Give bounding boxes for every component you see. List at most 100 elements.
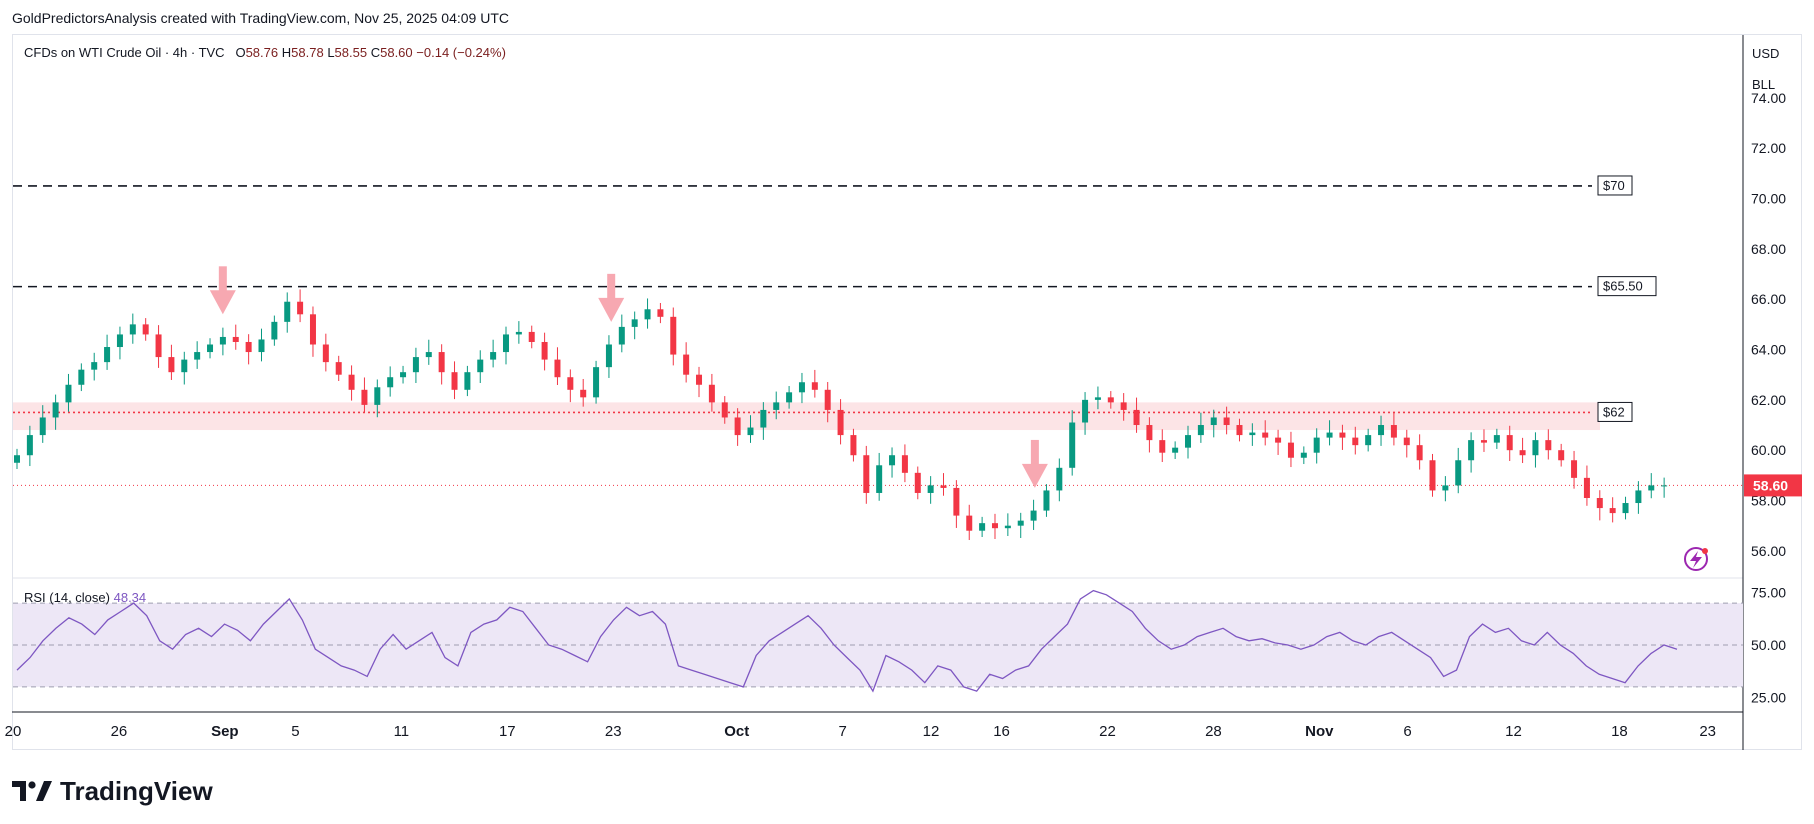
candle-body — [271, 321, 278, 340]
x-tick-label: 18 — [1611, 723, 1628, 740]
candle-body — [1030, 510, 1037, 521]
candle-body — [412, 357, 419, 373]
currency-label[interactable]: USD — [1752, 46, 1780, 61]
candle-body — [1197, 425, 1204, 436]
candle-body — [657, 309, 664, 317]
candle-body — [348, 374, 355, 390]
level-label-box — [1597, 276, 1657, 297]
candle-body — [1365, 435, 1372, 446]
unit-label[interactable]: BLL — [1752, 77, 1776, 92]
candle-body — [1390, 425, 1397, 438]
price-tick-label: 74.00 — [1751, 90, 1786, 106]
candle-body — [1082, 399, 1089, 423]
x-tick-label: 28 — [1205, 723, 1222, 740]
candle-body — [605, 344, 612, 368]
arrow-head — [598, 297, 625, 322]
candle-body — [52, 402, 59, 418]
candle-body — [773, 402, 780, 410]
candle-body — [1519, 450, 1526, 456]
resistance-arrow — [1021, 439, 1048, 488]
candle-body — [966, 515, 973, 531]
candle-body — [1493, 435, 1500, 443]
level-label: $62 — [1603, 404, 1625, 419]
candle-body — [116, 334, 123, 348]
candle-body — [194, 352, 201, 360]
candle-body — [837, 409, 844, 436]
x-tick-label: 16 — [993, 723, 1010, 740]
candle-body — [361, 389, 368, 405]
candle-body — [580, 389, 587, 398]
candle-body — [219, 336, 226, 345]
candle-body — [734, 417, 741, 436]
candle-body — [387, 377, 394, 388]
candle-body — [490, 352, 497, 360]
candle-body — [181, 359, 188, 373]
close-value: 58.60 — [380, 45, 413, 60]
change-value: −0.14 (−0.24%) — [416, 45, 506, 60]
candle-body — [567, 377, 574, 390]
tradingview-logo[interactable]: TradingView — [12, 776, 213, 807]
candle-body — [760, 409, 767, 428]
x-tick-label: 26 — [111, 723, 128, 740]
candle-body — [297, 301, 304, 315]
candle-body — [979, 523, 986, 531]
candle-body — [940, 485, 947, 488]
level-label: $65.50 — [1603, 279, 1643, 294]
price-tag-layer: 58.60 — [1684, 474, 1802, 571]
price-tick-label: 56.00 — [1751, 543, 1786, 559]
candle-body — [142, 324, 149, 335]
candle-body — [1300, 452, 1307, 458]
candle-body — [502, 334, 509, 353]
candle-body — [1094, 397, 1101, 400]
x-tick-label: 22 — [1099, 723, 1116, 740]
candle-body — [953, 487, 960, 516]
candle-body — [1172, 447, 1179, 453]
rsi-value: 48.34 — [113, 590, 147, 605]
x-tick-label: 12 — [1505, 723, 1522, 740]
candle-body — [26, 435, 33, 456]
candle-body — [1249, 432, 1256, 436]
candle-body — [1287, 442, 1294, 458]
lightning-icon — [1684, 547, 1708, 571]
x-tick-label: 5 — [291, 723, 299, 740]
rsi-pane — [13, 589, 1743, 693]
candle-body — [1262, 432, 1269, 438]
candle-body — [1146, 425, 1153, 441]
candle-body — [1313, 437, 1320, 453]
current-price-tag — [1744, 474, 1802, 497]
candle-body — [541, 341, 548, 360]
price-tick-label: 64.00 — [1751, 342, 1786, 358]
resistance-arrow — [209, 266, 236, 315]
candle-body — [1236, 425, 1243, 436]
candle-body — [1069, 422, 1076, 468]
candle-body — [1480, 440, 1487, 443]
candle-body — [593, 367, 600, 398]
candle-body — [258, 339, 265, 353]
candle-body — [284, 301, 291, 322]
candle-body — [1532, 440, 1539, 456]
candle-body — [309, 314, 316, 345]
candle-body — [1468, 440, 1475, 461]
level-label: $70 — [1603, 178, 1625, 193]
candle-body — [889, 455, 896, 466]
candle-body — [1635, 490, 1642, 504]
x-tick-label: Oct — [724, 723, 749, 740]
candle-body — [1275, 437, 1282, 443]
candle-body — [618, 326, 625, 345]
level-label-box — [1597, 401, 1633, 422]
candle-body — [786, 392, 793, 403]
candle-body — [644, 309, 651, 320]
candle-body — [696, 374, 703, 385]
candle-body — [207, 344, 214, 353]
candle-body — [322, 344, 329, 363]
rsi-tick-label: 75.00 — [1751, 585, 1786, 601]
axes-layer: 74.00 72.00 70.00 68.00 66.00 64.00 62.00 60.00… — [5, 90, 1787, 740]
candle-body — [721, 402, 728, 418]
candle-body — [850, 435, 857, 456]
price-tick-label: 66.00 — [1751, 291, 1786, 307]
ohlc-legend: CFDs on WTI Crude Oil · 4h · TVC O58.76 … — [24, 45, 506, 60]
price-tick-label: 70.00 — [1751, 191, 1786, 207]
candle-body — [1159, 440, 1166, 453]
candle-body — [232, 336, 239, 342]
